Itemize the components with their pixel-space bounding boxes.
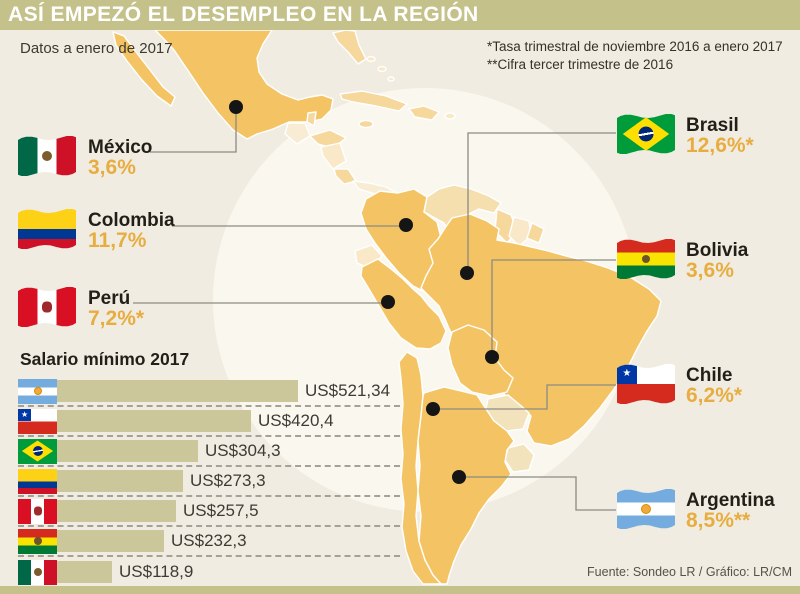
country-name: México <box>88 137 153 158</box>
country-name: Brasil <box>686 115 739 136</box>
title-bar: ASÍ EMPEZÓ EL DESEMPLEO EN LA REGIÓN <box>0 0 800 30</box>
bolivia-flag-icon <box>617 239 675 279</box>
page-title: ASÍ EMPEZÓ EL DESEMPLEO EN LA REGIÓN <box>8 3 479 26</box>
unemployment-rate: 6,2%* <box>686 384 743 407</box>
unemployment-rate: 12,6%* <box>686 134 754 157</box>
callout-peru: Perú 7,2%* <box>18 287 144 330</box>
salary-row-mexico: US$118,9 <box>18 557 400 587</box>
unemployment-rate: 3,6% <box>88 156 136 179</box>
dot-bolivia <box>485 350 499 364</box>
salary-value: US$304,3 <box>205 441 281 460</box>
country-nicaragua <box>320 142 347 170</box>
footnote-1: *Tasa trimestral de noviembre 2016 a ene… <box>487 39 783 54</box>
callout-chile: ★ Chile 6,2%* <box>617 364 742 407</box>
salary-row-bolivia: US$232,3 <box>18 527 400 557</box>
salary-bar <box>57 470 183 492</box>
bolivia-flag-icon <box>18 528 57 554</box>
dot-peru <box>381 295 395 309</box>
chile-flag-icon: ★ <box>617 364 675 404</box>
salary-row-peru: US$257,5 <box>18 497 400 527</box>
bottom-bar <box>0 586 800 594</box>
island-bahamas <box>377 65 387 73</box>
mexico-flag-icon <box>18 559 57 585</box>
connector-mexico <box>150 107 237 153</box>
country-french-guiana <box>526 222 545 244</box>
country-belize <box>306 111 317 127</box>
salary-value: US$118,9 <box>119 562 194 581</box>
salary-value: US$232,3 <box>171 531 247 550</box>
salary-value: US$273,3 <box>190 471 266 490</box>
peru-flag-icon <box>18 287 76 327</box>
island-puerto-rico <box>444 112 456 120</box>
callout-argentina: Argentina 8,5%** <box>617 489 775 532</box>
island-cuba <box>339 90 408 112</box>
country-name: Argentina <box>686 490 775 511</box>
country-name: Chile <box>686 365 733 386</box>
salary-bar <box>57 410 251 432</box>
minimum-wage-chart: Salario mínimo 2017 US$521,34 ★ US$420,4… <box>18 349 400 587</box>
argentina-flag-icon <box>18 378 57 404</box>
colombia-flag-icon <box>18 209 76 249</box>
chile-flag-icon: ★ <box>18 408 57 434</box>
dot-colombia <box>399 218 413 232</box>
salary-bar <box>57 500 176 522</box>
island-bahamas <box>387 76 395 82</box>
country-name: Colombia <box>88 210 175 231</box>
callout-mexico: México 3,6% <box>18 136 152 179</box>
salary-value: US$257,5 <box>183 501 259 520</box>
country-argentina <box>417 386 515 585</box>
dot-chile <box>426 402 440 416</box>
salary-value: US$420,4 <box>258 411 334 430</box>
island-jamaica <box>358 119 374 129</box>
dot-brasil <box>460 266 474 280</box>
unemployment-rate: 8,5%** <box>686 509 751 532</box>
callout-colombia: Colombia 11,7% <box>18 209 175 252</box>
connector-chile <box>433 384 616 410</box>
island-hispaniola <box>408 105 440 121</box>
connector-brasil <box>467 132 616 273</box>
country-brazil <box>420 213 662 447</box>
unemployment-rate: 7,2%* <box>88 307 145 330</box>
source-credit: Fuente: Sondeo LR / Gráfico: LR/CM <box>587 565 792 579</box>
unemployment-rate: 3,6% <box>686 259 734 282</box>
salary-row-colombia: US$273,3 <box>18 467 400 497</box>
island-bahamas <box>366 55 376 63</box>
dot-mexico <box>229 100 243 114</box>
country-name: Bolivia <box>686 240 749 261</box>
connector-bolivia <box>491 259 616 357</box>
salary-row-brasil: US$304,3 <box>18 437 400 467</box>
colombia-flag-icon <box>18 468 57 494</box>
unemployment-rate: 11,7% <box>88 229 147 252</box>
salary-bar <box>57 561 112 583</box>
argentina-flag-icon <box>617 489 675 529</box>
brazil-flag-icon <box>18 438 57 464</box>
footnote-2: **Cifra tercer trimestre de 2016 <box>487 57 674 73</box>
salary-bar <box>57 440 198 462</box>
callout-bolivia: Bolivia 3,6% <box>617 239 748 282</box>
salary-bar <box>57 530 164 552</box>
salary-bar <box>57 380 298 402</box>
region-baja-california <box>112 31 176 107</box>
country-mexico <box>154 29 334 140</box>
country-name: Perú <box>88 288 131 309</box>
dot-argentina <box>452 470 466 484</box>
callout-brasil: Brasil 12,6%* <box>617 114 754 157</box>
country-bolivia <box>447 324 514 397</box>
connector-argentina <box>459 476 616 511</box>
salary-value: US$521,34 <box>305 381 391 400</box>
mexico-flag-icon <box>18 136 76 176</box>
data-date-note: Datos a enero de 2017 <box>20 40 173 57</box>
salary-row-chile: ★ US$420,4 <box>18 407 400 437</box>
peru-flag-icon <box>18 498 57 524</box>
footnotes: *Tasa trimestral de noviembre 2016 a ene… <box>487 38 783 74</box>
country-costa-rica <box>333 168 357 185</box>
brazil-flag-icon <box>617 114 675 154</box>
country-suriname <box>508 216 532 247</box>
salary-row-argentina: US$521,34 <box>18 377 400 407</box>
country-guatemala <box>284 122 311 145</box>
region-florida <box>332 29 367 65</box>
chart-title: Salario mínimo 2017 <box>20 349 190 369</box>
